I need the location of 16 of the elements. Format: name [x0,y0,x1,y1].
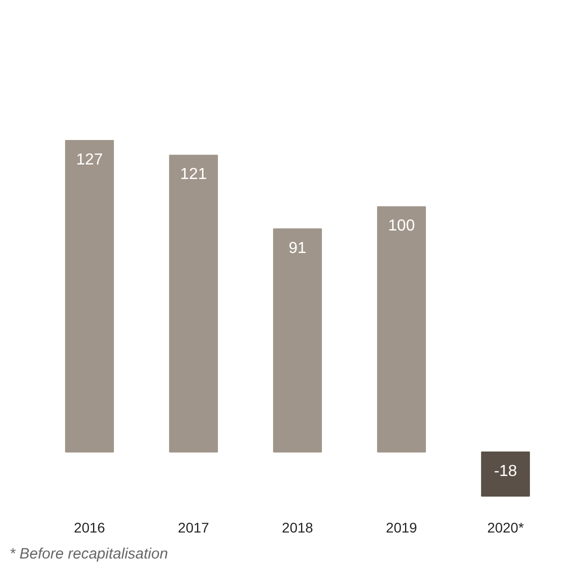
data-label: 91 [288,240,306,257]
bar [65,140,114,453]
data-label: 127 [76,152,103,169]
x-tick-label: 2016 [74,520,106,536]
data-label: 121 [180,166,207,184]
x-tick-label: 2017 [178,520,210,536]
text: * Before recapitalisation [10,546,168,562]
data-label: 100 [388,218,415,235]
x-tick-label: 2020* [487,520,524,536]
bar [169,154,218,453]
bar [481,452,530,497]
x-tick-label: 2018 [282,520,314,536]
bar [273,228,322,453]
x-tick-label: 2019 [386,520,418,536]
data-label: -18 [494,463,518,480]
bar [377,206,426,453]
